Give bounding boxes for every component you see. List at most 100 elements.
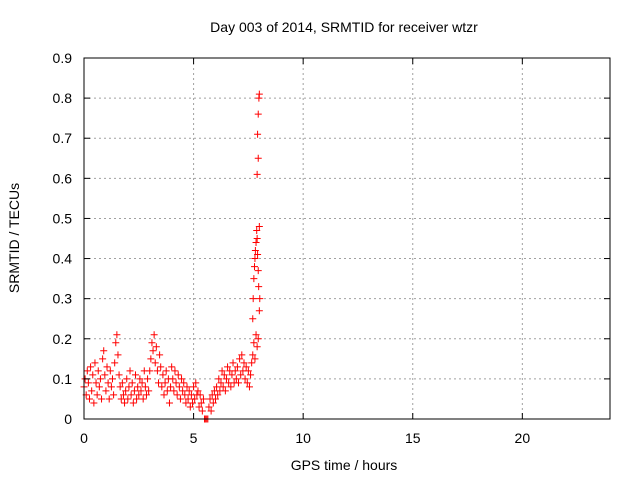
data-point — [198, 407, 206, 415]
data-point — [128, 379, 136, 387]
data-point — [178, 375, 186, 383]
data-point — [172, 379, 180, 387]
data-point — [103, 363, 111, 371]
data-point — [236, 355, 244, 363]
data-point — [181, 391, 189, 399]
data-point — [251, 247, 259, 255]
x-axis-label: GPS time / hours — [291, 457, 398, 473]
data-point — [214, 391, 222, 399]
data-point — [161, 379, 169, 387]
data-point — [253, 226, 261, 234]
data-point — [231, 367, 239, 375]
data-point — [91, 359, 99, 367]
y-tick-label: 0 — [64, 411, 72, 427]
data-point — [170, 387, 178, 395]
data-point — [194, 387, 202, 395]
data-point — [213, 383, 221, 391]
data-point — [119, 391, 127, 399]
plot-border — [83, 57, 611, 420]
data-point — [253, 235, 261, 242]
data-point — [135, 391, 143, 399]
data-point — [101, 371, 109, 379]
x-tick-label: 0 — [80, 430, 88, 446]
x-tick-label: 20 — [515, 430, 531, 446]
data-point — [104, 379, 112, 387]
data-point — [114, 351, 122, 359]
data-point — [215, 375, 223, 383]
data-point — [149, 347, 157, 355]
data-point — [196, 391, 204, 399]
data-point — [160, 391, 168, 399]
data-point — [89, 371, 97, 379]
data-point — [134, 383, 142, 391]
data-point — [106, 367, 114, 375]
data-point — [174, 371, 182, 379]
x-tick-label: 10 — [295, 430, 311, 446]
data-point — [217, 379, 225, 387]
data-point — [205, 403, 213, 411]
data-point — [219, 383, 227, 391]
data-point — [197, 399, 205, 407]
data-point — [245, 383, 253, 391]
data-point — [117, 395, 125, 403]
data-point — [142, 391, 150, 399]
data-point — [238, 351, 246, 359]
data-point — [169, 375, 177, 383]
data-point — [249, 315, 257, 323]
data-point — [247, 371, 255, 379]
data-point — [93, 391, 101, 399]
data-point — [96, 375, 104, 383]
data-point — [190, 383, 198, 391]
data-point — [137, 387, 145, 395]
data-point — [155, 379, 163, 387]
y-tick-label: 0.6 — [53, 170, 73, 186]
data-point — [113, 331, 121, 339]
data-point — [227, 383, 235, 391]
data-point — [98, 395, 106, 403]
data-point — [250, 339, 258, 347]
grid — [84, 58, 610, 419]
data-series-srmtid — [80, 90, 264, 423]
data-point — [111, 359, 119, 367]
data-point — [244, 367, 252, 375]
data-point — [184, 395, 192, 403]
chart-title: Day 003 of 2014, SRMTID for receiver wtz… — [210, 19, 478, 35]
data-point — [132, 371, 140, 379]
data-point — [186, 403, 194, 411]
data-point — [129, 399, 137, 407]
data-point — [92, 379, 100, 387]
data-point — [83, 367, 91, 375]
data-point — [179, 387, 187, 395]
data-point — [237, 371, 245, 379]
data-point — [159, 371, 167, 379]
data-point — [254, 154, 262, 162]
y-tick-label: 0.1 — [53, 371, 73, 387]
data-point — [256, 295, 264, 303]
data-point — [253, 170, 261, 178]
y-tick-label: 0.9 — [53, 50, 73, 66]
data-point — [232, 375, 240, 383]
data-point — [255, 90, 263, 98]
data-point — [191, 395, 199, 403]
data-point — [126, 367, 134, 375]
data-point — [136, 375, 144, 383]
data-point — [130, 387, 138, 395]
y-tick-label: 0.8 — [53, 90, 73, 106]
data-point — [224, 363, 232, 371]
data-point — [162, 367, 170, 375]
data-point — [254, 267, 262, 275]
y-tick-label: 0.3 — [53, 291, 73, 307]
data-point — [123, 375, 131, 383]
data-point — [158, 383, 166, 391]
data-point — [171, 367, 179, 375]
data-point — [127, 391, 135, 399]
data-point — [168, 363, 176, 371]
data-point — [254, 110, 262, 118]
x-tick-label: 5 — [190, 430, 198, 446]
data-point — [85, 395, 93, 403]
data-point — [195, 403, 203, 411]
data-point — [249, 351, 257, 359]
data-point — [115, 371, 123, 379]
data-point — [235, 379, 243, 387]
